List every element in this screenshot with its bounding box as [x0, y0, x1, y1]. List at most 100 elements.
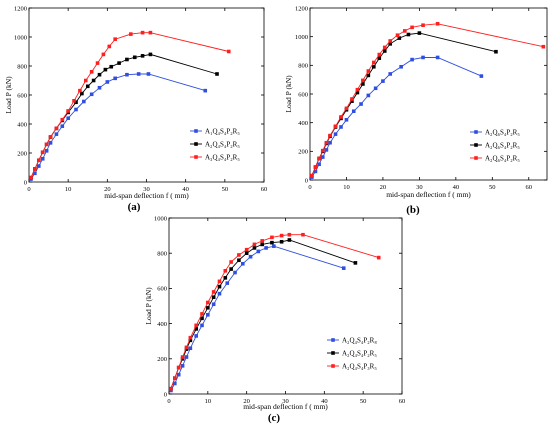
y-tick-label: 1200: [295, 5, 308, 12]
data-point: [272, 244, 276, 248]
x-tick-label: 30: [282, 398, 289, 405]
data-point: [169, 386, 173, 391]
data-point: [200, 312, 204, 316]
legend-entry: A₁Q₄S₄P₂R₅: [190, 128, 240, 136]
data-point: [381, 79, 385, 83]
data-point: [180, 364, 185, 368]
y-tick-label: 1000: [14, 34, 27, 41]
x-tick-label: 30: [416, 184, 423, 191]
data-point: [80, 91, 84, 96]
series-line: [311, 32, 497, 176]
series-2: [310, 31, 498, 178]
y-tick-label: 1000: [154, 215, 167, 222]
legend: A₁Q₄S₄P₂R₅ A₂Q₄S₄P₂R₅ A₃Q₄S₄P₂R₅: [190, 128, 240, 162]
x-axis-label: mid-span deflection f ( mm): [243, 402, 328, 411]
data-point: [217, 291, 222, 296]
legend-label: A₁Q₄S₄P₂R₅: [205, 128, 240, 136]
data-point: [109, 64, 114, 69]
data-point: [260, 242, 264, 247]
data-point: [350, 99, 354, 103]
data-point: [117, 61, 121, 65]
data-point: [82, 99, 86, 104]
data-point: [350, 97, 354, 101]
x-tick-label: 20: [243, 398, 250, 405]
x-tick-label: 10: [65, 186, 72, 193]
data-point: [36, 164, 41, 168]
legend: A₂Q₆S₄P₂R₅ A₂Q₆S₄P₂R₅ A₂Q₆S₄P₂R₅: [470, 129, 520, 163]
data-point: [421, 23, 425, 27]
data-point: [479, 74, 484, 78]
data-point: [40, 150, 45, 155]
legend-label: A₂Q₄S₄P₂R₅: [205, 141, 240, 149]
series-line: [30, 32, 229, 178]
x-axis: 0 10 20 30 40 50 60: [27, 8, 267, 193]
data-point: [54, 132, 59, 136]
y-tick-label: 200: [298, 149, 308, 156]
x-tick-label: 20: [380, 184, 387, 191]
data-point: [248, 254, 253, 259]
data-point: [206, 300, 210, 305]
data-point: [310, 173, 314, 178]
data-point: [328, 133, 332, 138]
data-point: [107, 44, 112, 49]
data-point: [66, 116, 70, 120]
legend-marker: [474, 156, 478, 160]
data-point: [215, 72, 219, 76]
data-point: [252, 242, 257, 247]
data-point: [435, 55, 440, 60]
data-point: [399, 64, 403, 69]
data-point: [377, 56, 382, 60]
data-point: [244, 251, 249, 255]
series-3: [310, 21, 546, 178]
data-point: [60, 117, 65, 122]
data-point: [89, 92, 94, 97]
data-point: [211, 290, 216, 294]
data-point: [40, 157, 45, 161]
data-point: [388, 39, 393, 43]
data-point: [410, 25, 414, 30]
x-axis: 0 10 20 30 40 50 60: [167, 218, 405, 405]
data-point: [188, 338, 193, 343]
x-tick-label: 40: [182, 186, 189, 193]
legend-entry: A₂Q₆S₄P₂R₅: [470, 129, 520, 137]
data-point: [97, 85, 102, 90]
y-tick-label: 200: [17, 150, 27, 157]
legend-marker: [194, 142, 198, 146]
data-point: [148, 52, 153, 57]
data-point: [194, 323, 198, 328]
y-tick-label: 600: [157, 286, 167, 293]
data-point: [136, 72, 141, 76]
legend: A₂Q₄S₄P₂R₈ A₂Q₄S₄P₂R₅ A₂Q₄S₄P₃R₅: [327, 337, 377, 371]
data-point: [194, 334, 198, 338]
data-point: [353, 261, 358, 265]
data-point: [382, 45, 387, 50]
data-point: [366, 93, 371, 98]
series-2: [169, 238, 358, 391]
data-point: [279, 239, 284, 244]
legend-entry: A₂Q₆S₄P₂R₅: [470, 142, 520, 150]
y-tick-label: 1200: [14, 5, 27, 12]
legend-label: A₂Q₆S₄P₂R₅: [485, 155, 520, 163]
data-point: [388, 72, 393, 76]
data-point: [33, 171, 37, 176]
series-1: [29, 72, 208, 181]
data-point: [180, 355, 185, 359]
data-point: [324, 140, 329, 145]
series-3: [29, 30, 231, 180]
legend-label: A₃Q₄S₄P₂R₅: [205, 154, 240, 162]
data-point: [206, 305, 210, 310]
series-line: [311, 57, 482, 178]
data-point: [211, 295, 216, 299]
data-point: [355, 87, 360, 92]
x-tick-label: 40: [321, 398, 328, 405]
legend-entry: A₂Q₄S₄P₂R₅: [327, 350, 377, 358]
legend-label: A₂Q₄S₄P₂R₈: [342, 337, 377, 345]
data-point: [328, 140, 332, 145]
data-point: [361, 78, 365, 83]
data-point: [264, 246, 268, 250]
x-tick-label: 0: [27, 186, 30, 193]
x-tick-label: 40: [453, 184, 460, 191]
x-axis-label: mid-span deflection f ( mm): [386, 190, 471, 199]
legend-marker: [474, 130, 478, 134]
data-point: [320, 148, 325, 153]
